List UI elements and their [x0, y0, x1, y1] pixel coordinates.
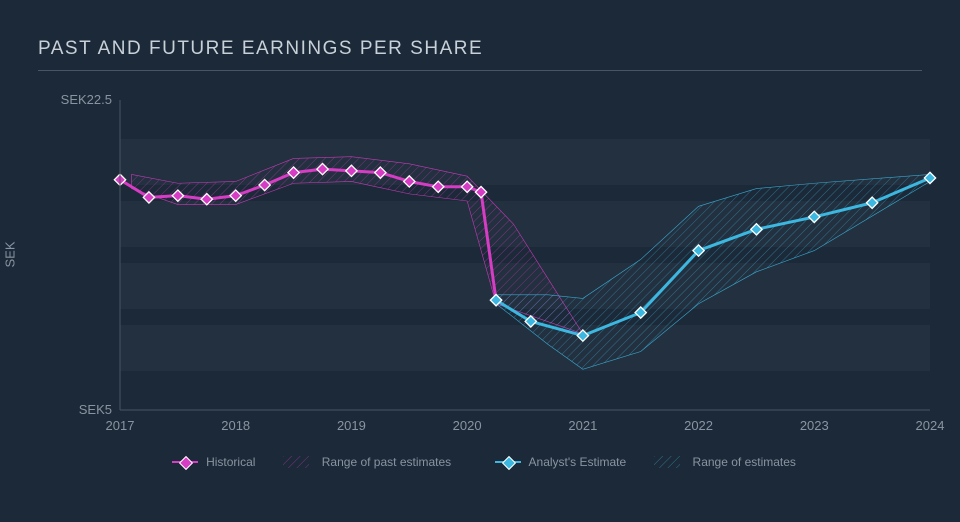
- hatch-swatch-icon: [283, 456, 309, 468]
- x-tick: 2022: [669, 418, 729, 433]
- x-tick: 2020: [437, 418, 497, 433]
- x-tick: 2018: [206, 418, 266, 433]
- x-tick: 2019: [321, 418, 381, 433]
- plot-svg: [120, 100, 930, 410]
- x-tick: 2017: [90, 418, 150, 433]
- legend-label: Historical: [206, 455, 255, 469]
- x-tick: 2021: [553, 418, 613, 433]
- title-underline: [38, 70, 922, 71]
- x-tick: 2024: [900, 418, 960, 433]
- eps-chart: PAST AND FUTURE EARNINGS PER SHARE SEK S…: [0, 0, 960, 522]
- y-tick: SEK22.5: [42, 92, 112, 107]
- legend-item-historical: Historical: [156, 455, 263, 469]
- chart-title: PAST AND FUTURE EARNINGS PER SHARE: [38, 38, 483, 60]
- legend-label: Range of past estimates: [322, 455, 451, 469]
- legend-item-historical-range: Range of past estimates: [283, 455, 459, 469]
- legend-item-estimate: Analyst's Estimate: [479, 455, 635, 469]
- plot-area: [120, 100, 930, 410]
- y-axis-label: SEK: [3, 241, 18, 267]
- y-tick: SEK5: [42, 402, 112, 417]
- legend-item-estimate-range: Range of estimates: [654, 455, 804, 469]
- legend: Historical Range of past estimates Analy…: [0, 455, 960, 471]
- legend-label: Analyst's Estimate: [529, 455, 627, 469]
- legend-label: Range of estimates: [693, 455, 796, 469]
- hatch-swatch-icon: [654, 456, 680, 468]
- x-tick: 2023: [784, 418, 844, 433]
- legend-swatch-estimate: [487, 456, 513, 468]
- legend-swatch-historical: [164, 456, 190, 468]
